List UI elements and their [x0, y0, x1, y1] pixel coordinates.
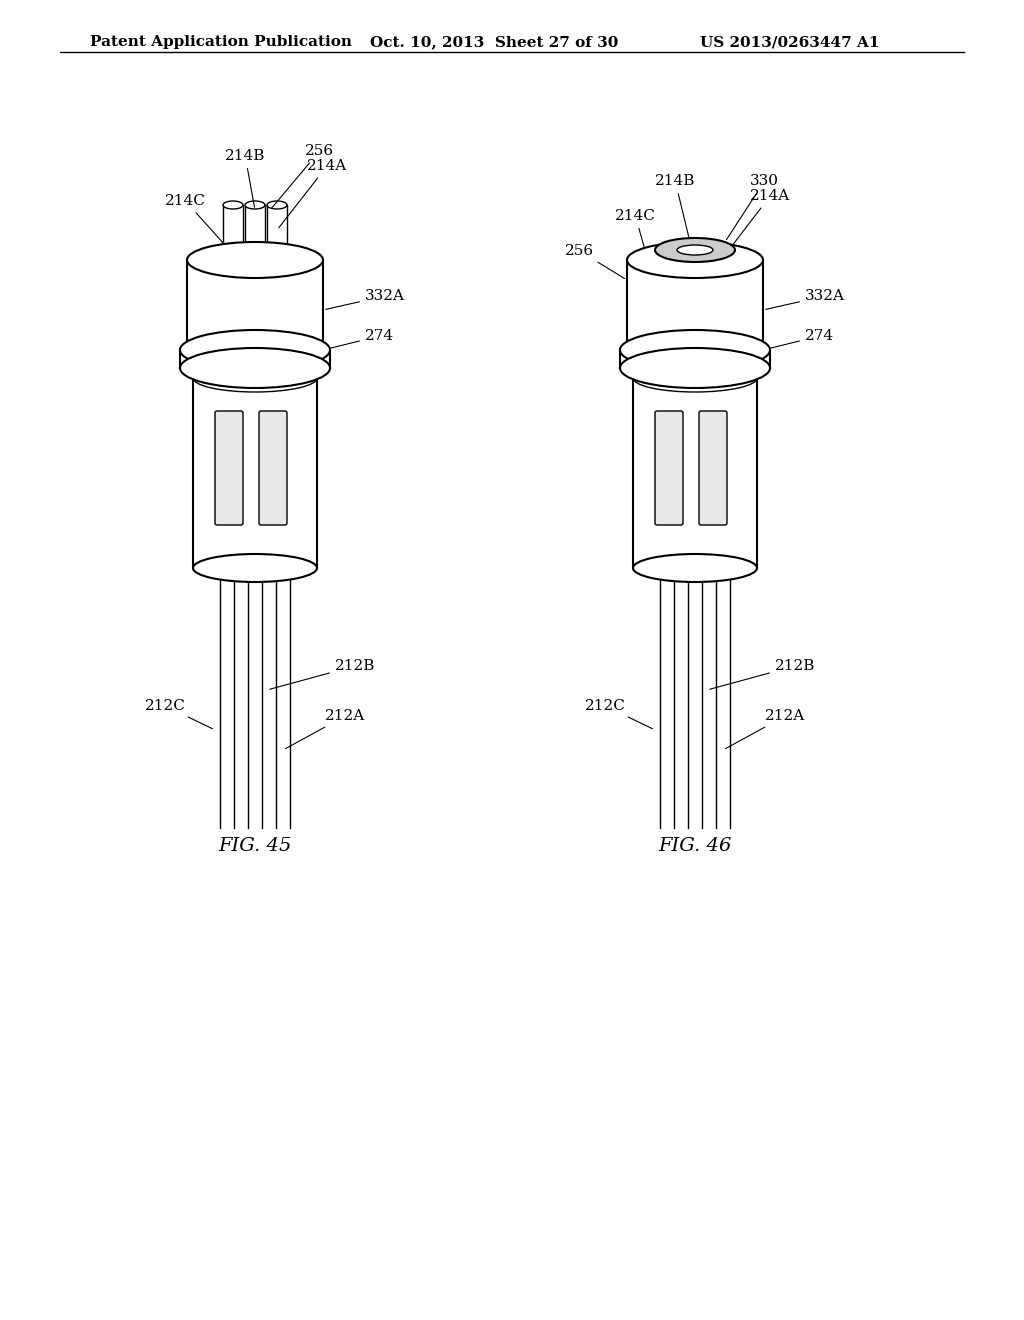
Text: 214B: 214B — [225, 149, 265, 207]
Text: 212A: 212A — [286, 709, 366, 748]
Ellipse shape — [655, 238, 735, 261]
Text: 212B: 212B — [710, 659, 815, 689]
Text: 332A: 332A — [766, 289, 845, 309]
Text: US 2013/0263447 A1: US 2013/0263447 A1 — [700, 36, 880, 49]
Text: 274: 274 — [766, 329, 835, 350]
Ellipse shape — [633, 364, 757, 392]
Ellipse shape — [267, 201, 287, 209]
Text: 274: 274 — [326, 329, 394, 350]
Ellipse shape — [193, 364, 317, 392]
FancyBboxPatch shape — [655, 411, 683, 525]
Ellipse shape — [223, 201, 243, 209]
FancyBboxPatch shape — [699, 411, 727, 525]
Ellipse shape — [677, 246, 713, 255]
Text: FIG. 45: FIG. 45 — [218, 837, 292, 855]
Ellipse shape — [187, 242, 323, 279]
Ellipse shape — [245, 201, 265, 209]
Ellipse shape — [620, 348, 770, 388]
Text: 212A: 212A — [725, 709, 805, 748]
Ellipse shape — [193, 554, 317, 582]
Text: 214A: 214A — [727, 189, 791, 253]
FancyBboxPatch shape — [259, 411, 287, 525]
Ellipse shape — [180, 330, 330, 370]
Ellipse shape — [633, 554, 757, 582]
Text: 212C: 212C — [145, 700, 213, 729]
Text: 212B: 212B — [269, 659, 376, 689]
Ellipse shape — [620, 330, 770, 370]
Text: 256: 256 — [565, 244, 625, 279]
Ellipse shape — [180, 348, 330, 388]
Text: Oct. 10, 2013  Sheet 27 of 30: Oct. 10, 2013 Sheet 27 of 30 — [370, 36, 618, 49]
Text: FIG. 46: FIG. 46 — [658, 837, 732, 855]
Text: 214B: 214B — [655, 174, 695, 239]
Ellipse shape — [627, 242, 763, 279]
Text: 214C: 214C — [615, 209, 656, 247]
Text: 330: 330 — [726, 174, 779, 240]
Text: 214A: 214A — [279, 158, 347, 228]
Ellipse shape — [187, 333, 323, 368]
Text: 214C: 214C — [165, 194, 223, 243]
Ellipse shape — [627, 333, 763, 368]
Text: 332A: 332A — [326, 289, 406, 309]
Text: 256: 256 — [271, 144, 334, 207]
Text: Patent Application Publication: Patent Application Publication — [90, 36, 352, 49]
FancyBboxPatch shape — [215, 411, 243, 525]
Text: 212C: 212C — [585, 700, 652, 729]
